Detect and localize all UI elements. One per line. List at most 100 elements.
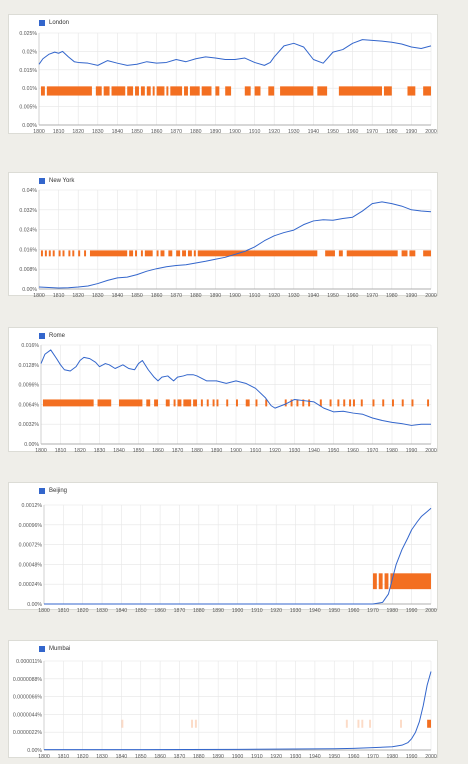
band xyxy=(189,86,200,96)
y-tick-label: 0.0064% xyxy=(19,402,40,408)
band xyxy=(302,399,305,407)
legend-swatch xyxy=(39,488,45,494)
x-tick-label: 1910 xyxy=(249,293,261,299)
x-tick-label: 1970 xyxy=(366,293,378,299)
band xyxy=(337,399,340,407)
series-line xyxy=(38,39,432,66)
x-tick-label: 1950 xyxy=(328,754,340,760)
x-tick-label: 1930 xyxy=(288,129,300,135)
y-tick-label: 0.00096% xyxy=(19,523,43,529)
faint-band xyxy=(191,719,193,728)
x-tick-label: 1900 xyxy=(232,608,244,614)
band xyxy=(401,250,408,257)
legend: New York xyxy=(39,178,74,184)
band xyxy=(423,86,431,96)
band xyxy=(135,250,137,257)
x-tick-label: 1870 xyxy=(170,293,182,299)
band xyxy=(46,86,92,96)
band xyxy=(338,250,343,257)
band xyxy=(280,86,314,96)
x-tick-label: 1900 xyxy=(230,448,242,454)
y-tick-label: 0.0000022% xyxy=(13,730,43,736)
x-tick-label: 1830 xyxy=(96,754,108,760)
x-tick-label: 1800 xyxy=(33,129,45,135)
band xyxy=(193,399,197,407)
x-tick-label: 1870 xyxy=(170,129,182,135)
y-tick-label: 0.016% xyxy=(21,343,39,349)
x-tick-label: 1860 xyxy=(151,293,163,299)
legend-swatch xyxy=(39,333,45,339)
faint-band xyxy=(361,719,364,728)
band xyxy=(184,86,188,96)
x-tick-label: 1990 xyxy=(406,608,418,614)
x-tick-label: 1910 xyxy=(250,448,262,454)
y-tick-label: 0.00% xyxy=(24,442,39,448)
x-tick-label: 1880 xyxy=(193,754,205,760)
band xyxy=(212,399,215,407)
band xyxy=(170,86,183,96)
x-tick-label: 1900 xyxy=(229,129,241,135)
chart-svg: 1800 1810 1820 1830 1840 1850 1860 1870 1880 1890… xyxy=(19,188,436,299)
chart-panel: New York 1800 1810 1820 1830 1840 1850 1860 1870… xyxy=(8,172,438,299)
x-tick-label: 1970 xyxy=(366,129,378,135)
band xyxy=(152,86,155,96)
x-tick-label: 1910 xyxy=(251,608,263,614)
x-tick-label: 1860 xyxy=(151,129,163,135)
x-tick-label: 1860 xyxy=(152,448,164,454)
band xyxy=(390,573,431,590)
x-tick-label: 1940 xyxy=(309,608,321,614)
band xyxy=(255,399,258,407)
series-line xyxy=(38,201,432,289)
x-tick-label: 1990 xyxy=(406,448,418,454)
faint-band xyxy=(357,719,360,728)
x-tick-label: 1950 xyxy=(327,293,339,299)
x-tick-label: 1870 xyxy=(174,754,186,760)
band xyxy=(245,399,250,407)
chart-svg: 1800 1810 1820 1830 1840 1850 1860 1870 1880 1890… xyxy=(19,503,437,614)
faint-band xyxy=(345,719,348,728)
y-tick-label: 0.00% xyxy=(27,602,42,608)
band xyxy=(372,573,377,590)
x-tick-label: 1840 xyxy=(113,448,125,454)
x-tick-label: 1890 xyxy=(210,293,222,299)
band xyxy=(187,250,192,257)
band xyxy=(176,250,181,257)
band xyxy=(378,573,383,590)
band xyxy=(193,250,196,257)
x-tick-label: 1930 xyxy=(290,608,302,614)
band xyxy=(215,86,220,96)
chart-panel: Beijing 1800 1810 1820 1830 1840 1850 1860 1870 1… xyxy=(8,482,438,614)
band xyxy=(182,250,186,257)
x-tick-label: 1940 xyxy=(308,448,320,454)
x-tick-label: 1920 xyxy=(270,608,282,614)
x-tick-label: 1820 xyxy=(77,754,89,760)
band xyxy=(319,399,322,407)
x-tick-label: 1840 xyxy=(112,293,124,299)
legend-swatch xyxy=(39,646,45,652)
x-tick-label: 1900 xyxy=(232,754,244,760)
y-tick-label: 0.025% xyxy=(19,31,37,37)
band xyxy=(254,86,261,96)
chart-panel: London 1800 1810 1820 1830 1840 1850 1860 1870 18… xyxy=(8,14,438,135)
band xyxy=(42,399,94,407)
chart-svg: 1800 1810 1820 1830 1840 1850 1860 1870 1880 1890… xyxy=(19,343,437,454)
band xyxy=(40,86,45,96)
x-tick-label: 1920 xyxy=(270,754,282,760)
band xyxy=(423,250,431,257)
legend-swatch xyxy=(39,178,45,184)
band xyxy=(409,250,416,257)
band xyxy=(383,86,392,96)
x-tick-label: 1990 xyxy=(406,754,418,760)
band xyxy=(140,86,145,96)
band xyxy=(146,86,151,96)
band xyxy=(392,399,394,407)
x-tick-label: 1830 xyxy=(92,129,104,135)
x-tick-label: 1980 xyxy=(386,129,398,135)
band xyxy=(103,86,110,96)
legend-label: Beijing xyxy=(49,488,68,494)
x-tick-label: 1890 xyxy=(212,608,224,614)
y-tick-label: 0.024% xyxy=(19,228,37,234)
band xyxy=(168,250,173,257)
x-tick-label: 2000 xyxy=(425,129,437,135)
x-tick-label: 1960 xyxy=(348,608,360,614)
